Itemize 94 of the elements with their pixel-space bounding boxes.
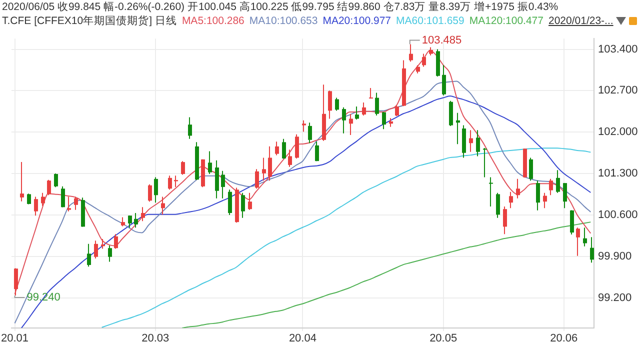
candlestick bbox=[221, 170, 225, 199]
candlestick bbox=[181, 160, 185, 176]
y-tick-label: 99.200 bbox=[598, 292, 632, 304]
candlestick bbox=[148, 184, 152, 202]
candlestick bbox=[275, 141, 279, 156]
candlestick bbox=[483, 148, 487, 178]
candlestick bbox=[41, 192, 45, 206]
candlestick bbox=[576, 227, 580, 256]
candlestick bbox=[335, 97, 339, 112]
candlestick bbox=[134, 212, 138, 228]
candlestick bbox=[288, 149, 292, 168]
candlestick bbox=[516, 178, 520, 199]
candlestick bbox=[382, 111, 386, 130]
candlestick bbox=[476, 130, 480, 157]
candlestick bbox=[395, 104, 399, 117]
candlestick bbox=[74, 196, 78, 210]
x-tick-label: 20.03 bbox=[142, 332, 170, 344]
candlestick bbox=[61, 186, 65, 208]
y-tick-label: 101.300 bbox=[598, 168, 638, 180]
candlestick bbox=[342, 106, 346, 134]
candlestick bbox=[543, 192, 547, 209]
candlestick bbox=[409, 44, 413, 62]
text: 2020/01/23-... bbox=[548, 15, 614, 27]
candlestick bbox=[34, 196, 38, 216]
candlestick bbox=[94, 240, 98, 260]
candlestick bbox=[302, 120, 306, 132]
candlestick bbox=[248, 192, 252, 210]
candlestick bbox=[583, 227, 587, 247]
candlestick bbox=[489, 176, 493, 207]
y-tick-label: 100.600 bbox=[598, 208, 638, 221]
candlestick bbox=[328, 90, 332, 120]
candlestick bbox=[241, 192, 245, 218]
y-tick-label: 103.400 bbox=[598, 43, 638, 56]
candlestick bbox=[168, 175, 172, 190]
y-tick-label: 102.700 bbox=[598, 84, 638, 97]
candlestick bbox=[255, 168, 259, 190]
candlestick bbox=[503, 206, 507, 235]
candlestick bbox=[556, 170, 560, 194]
candlestick bbox=[141, 206, 145, 222]
candlestick bbox=[47, 179, 51, 196]
candlestick bbox=[536, 180, 540, 211]
text: MA5:100.286 bbox=[182, 15, 244, 27]
candlestick bbox=[549, 178, 553, 196]
candlestick bbox=[114, 234, 118, 250]
candlestick bbox=[208, 150, 212, 175]
line-series bbox=[182, 222, 592, 328]
candlestick bbox=[449, 100, 453, 126]
candlestick bbox=[108, 245, 112, 262]
candlestick bbox=[87, 243, 91, 268]
candlestick bbox=[161, 196, 165, 216]
text: MA60:101.659 bbox=[396, 15, 464, 27]
candlestick bbox=[67, 196, 71, 212]
candlestick bbox=[295, 134, 299, 159]
candlestick bbox=[590, 236, 594, 264]
candlestick bbox=[369, 87, 373, 100]
x-tick-label: 20.06 bbox=[550, 332, 578, 344]
candlestick bbox=[349, 113, 353, 136]
candlestick bbox=[20, 162, 24, 202]
candlestick bbox=[362, 102, 366, 116]
candlestick bbox=[308, 122, 312, 144]
y-tick-label: 99.900 bbox=[598, 250, 632, 262]
candlestick bbox=[282, 138, 286, 160]
candlestick bbox=[154, 176, 158, 204]
candlestick bbox=[442, 64, 446, 96]
text: MA20:100.977 bbox=[322, 15, 392, 27]
candlestick bbox=[355, 106, 359, 120]
candlestick bbox=[215, 160, 219, 199]
candlestick bbox=[529, 157, 533, 182]
chart-title: 2020/06/05 收99.845 幅-0.26%(-0.260) 开100.045 高100.225 低99.795 结99.860 仓7.83万 量8.39万 增+1975 振0.43% bbox=[2, 0, 560, 14]
x-tick-label: 20.05 bbox=[430, 332, 458, 344]
candlestick bbox=[315, 141, 319, 162]
line-series bbox=[101, 148, 592, 328]
text: MA10:100.653 bbox=[249, 15, 318, 27]
text: MA120:100.477 bbox=[469, 15, 544, 27]
candlestick bbox=[228, 189, 232, 216]
candlestick bbox=[422, 53, 426, 68]
chart-subtitle: T.CFE [CFFEX10年期国债期货] 日线 bbox=[2, 15, 177, 27]
candlestick bbox=[188, 116, 192, 140]
y-tick-label: 102.000 bbox=[598, 126, 638, 138]
candlestick bbox=[469, 130, 473, 152]
candlestick bbox=[496, 192, 500, 218]
candlestick bbox=[563, 182, 567, 209]
x-tick-label: 20.01 bbox=[1, 332, 29, 344]
candlestick bbox=[570, 210, 574, 235]
candlestick bbox=[509, 191, 513, 209]
candlestick bbox=[375, 92, 379, 116]
candlestick bbox=[128, 215, 132, 228]
candlestick bbox=[27, 193, 31, 205]
annotation: 103.485 bbox=[422, 34, 462, 46]
x-tick-label: 20.04 bbox=[288, 332, 316, 344]
candlestick bbox=[262, 157, 266, 182]
candlestick bbox=[14, 268, 18, 296]
candlestick bbox=[268, 146, 272, 182]
candlestick bbox=[54, 173, 58, 188]
